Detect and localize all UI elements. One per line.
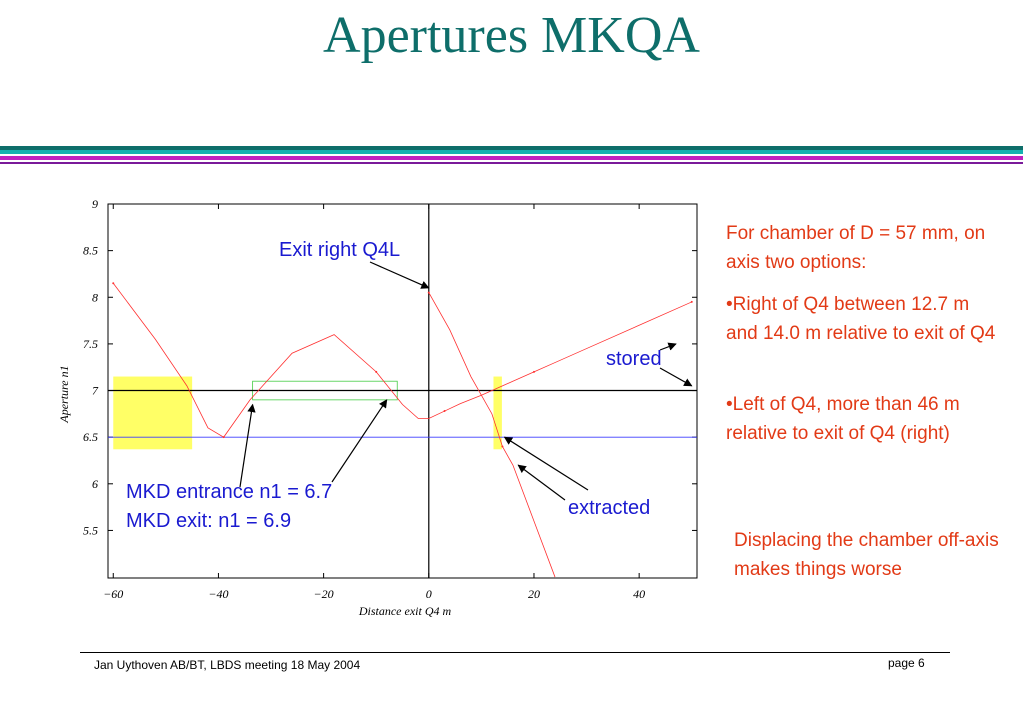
series-point <box>532 370 535 373</box>
series-point <box>501 445 504 448</box>
footer-rule <box>80 652 950 653</box>
annotation-arrow <box>369 261 430 289</box>
annotation-arrow <box>239 403 256 488</box>
plot-area: 5.5 6 6.5 7 7.5 8 8.5 9 −60 −40 −20 0 20 40 <box>83 197 698 601</box>
x-tick-label: 20 <box>528 587 540 601</box>
x-tick-label: −20 <box>314 587 334 601</box>
annotation-mkd-entrance: MKD entrance n1 = 6.7 <box>126 481 332 503</box>
y-tick-label: 8 <box>92 290 98 304</box>
y-tick-label: 6.5 <box>83 430 98 444</box>
y-tick-label: 5.5 <box>83 523 98 537</box>
extracted-beam-curve <box>428 292 556 578</box>
note-left-of-q4: •Left of Q4, more than 46 m relative to … <box>726 394 960 444</box>
divider-bar-violet <box>0 162 1023 164</box>
annotation-arrow <box>331 399 388 483</box>
series-point <box>443 410 446 413</box>
series-point <box>112 282 115 285</box>
annotation-arrow <box>659 342 677 351</box>
annotation-exit-right-q4l: Exit right Q4L <box>279 239 400 261</box>
series-point <box>690 300 693 303</box>
divider-bar-magenta <box>0 156 1023 160</box>
y-tick-label: 8.5 <box>83 244 98 258</box>
footer-author: Jan Uythoven AB/BT, LBDS meeting 18 May … <box>94 658 361 672</box>
x-axis-title: Distance exit Q4 m <box>358 604 452 618</box>
annotation-arrow <box>659 367 693 387</box>
allowed-region-1 <box>493 376 502 450</box>
x-tick-label: 40 <box>633 587 645 601</box>
note-off-axis: Displacing the chamber off-axis makes th… <box>734 530 999 580</box>
series-point <box>222 436 225 439</box>
x-tick-label: −60 <box>103 587 123 601</box>
y-axis-title: Aperture n1 <box>57 365 71 423</box>
aperture-chart: 5.5 6 6.5 7 7.5 8 8.5 9 −60 −40 −20 0 20 40 Distance … <box>57 197 698 618</box>
y-tick-label: 7.5 <box>83 337 98 351</box>
divider-bar-cyan <box>0 150 1023 154</box>
slide-title: Apertures MKQA <box>323 7 700 64</box>
y-tick-label: 6 <box>92 477 98 491</box>
y-tick-label: 7 <box>92 384 99 398</box>
allowed-region-0 <box>113 376 193 450</box>
series-point <box>375 370 378 373</box>
x-tick-label: 0 <box>426 587 432 601</box>
footer-page-number: page 6 <box>888 656 925 670</box>
divider-bar-teal <box>0 146 1023 150</box>
x-tick-label: −40 <box>208 587 228 601</box>
annotation-extracted: extracted <box>568 497 650 519</box>
y-tick-label: 9 <box>92 197 98 211</box>
note-chamber-diameter: For chamber of D = 57 mm, on axis two op… <box>726 223 986 273</box>
note-right-of-q4: •Right of Q4 between 12.7 m and 14.0 m r… <box>726 294 996 344</box>
stored-beam-curve <box>112 283 692 438</box>
annotation-stored: stored <box>606 348 662 370</box>
series-point <box>427 291 430 294</box>
annotation-mkd-exit: MKD exit: n1 = 6.9 <box>126 510 291 532</box>
annotation-arrow <box>517 464 566 501</box>
annotation-arrow <box>503 436 589 491</box>
